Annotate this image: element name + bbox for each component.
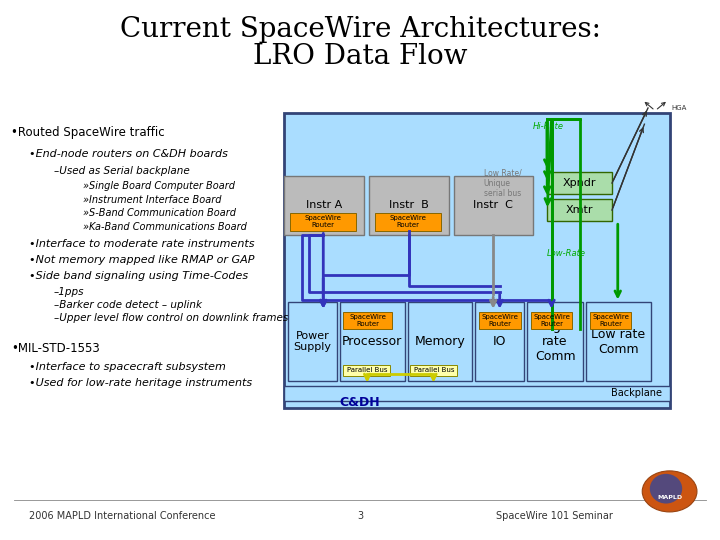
Text: •Interface to moderate rate instruments: •Interface to moderate rate instruments [29,239,254,249]
FancyBboxPatch shape [590,312,631,329]
Text: »S-Band Communication Board: »S-Band Communication Board [83,208,236,218]
Text: Parallel Bus: Parallel Bus [346,367,387,374]
FancyBboxPatch shape [408,302,472,381]
FancyBboxPatch shape [343,364,390,376]
Text: Instr  B: Instr B [389,200,429,210]
Text: »Instrument Interface Board: »Instrument Interface Board [83,195,221,205]
FancyBboxPatch shape [527,302,583,381]
FancyBboxPatch shape [284,176,364,235]
FancyBboxPatch shape [290,213,356,231]
FancyBboxPatch shape [531,312,572,329]
Text: –Used as Serial backplane: –Used as Serial backplane [54,166,190,176]
Text: Low rate
Comm: Low rate Comm [591,328,646,355]
Text: High
rate
Comm: High rate Comm [535,320,575,363]
Text: –1pps: –1pps [54,287,84,296]
FancyBboxPatch shape [547,172,612,194]
Text: Processor: Processor [342,335,402,348]
Text: Instr  C: Instr C [473,200,513,210]
Text: SpaceWire 101 Seminar: SpaceWire 101 Seminar [496,511,613,521]
Text: •Not memory mapped like RMAP or GAP: •Not memory mapped like RMAP or GAP [29,255,254,265]
Text: •Routed SpaceWire traffic: •Routed SpaceWire traffic [11,126,164,139]
Text: »Single Board Computer Board: »Single Board Computer Board [83,181,235,191]
Text: Xpndr: Xpndr [563,178,596,188]
FancyBboxPatch shape [586,302,651,381]
Text: •Interface to spacecraft subsystem: •Interface to spacecraft subsystem [29,362,225,372]
FancyBboxPatch shape [454,176,533,235]
Text: IO: IO [493,335,506,348]
Text: C&DH: C&DH [340,396,380,409]
FancyBboxPatch shape [284,113,670,408]
Ellipse shape [649,474,683,503]
Text: SpaceWire
Router: SpaceWire Router [481,314,518,327]
Text: 3: 3 [357,511,363,521]
Text: MAPLD: MAPLD [657,495,682,501]
Text: SpaceWire
Router: SpaceWire Router [305,215,342,228]
FancyBboxPatch shape [475,302,524,381]
Text: Low-Rate: Low-Rate [547,249,586,258]
Text: Xmtr: Xmtr [566,205,593,215]
Text: Current SpaceWire Architectures:: Current SpaceWire Architectures: [120,16,600,43]
FancyBboxPatch shape [479,312,521,329]
Text: •Side band signaling using Time-Codes: •Side band signaling using Time-Codes [29,272,248,281]
Text: SpaceWire
Router: SpaceWire Router [349,314,387,327]
FancyBboxPatch shape [284,386,670,401]
FancyBboxPatch shape [547,199,612,221]
FancyBboxPatch shape [288,302,337,381]
Text: HGA: HGA [671,105,686,111]
Text: LRO Data Flow: LRO Data Flow [253,43,467,70]
Text: Parallel Bus: Parallel Bus [413,367,454,374]
Text: •MIL-STD-1553: •MIL-STD-1553 [11,342,99,355]
Text: –Upper level flow control on downlink frames: –Upper level flow control on downlink fr… [54,313,288,322]
Text: Low Rate/
Unique
serial bus: Low Rate/ Unique serial bus [484,168,521,199]
Text: •End-node routers on C&DH boards: •End-node routers on C&DH boards [29,149,228,159]
Text: •Used for low-rate heritage instruments: •Used for low-rate heritage instruments [29,379,252,388]
Text: Backplane: Backplane [611,388,662,398]
FancyBboxPatch shape [410,364,457,376]
Text: Memory: Memory [415,335,465,348]
FancyBboxPatch shape [343,312,392,329]
Text: »Ka-Band Communications Board: »Ka-Band Communications Board [83,222,247,232]
FancyBboxPatch shape [340,302,405,381]
FancyBboxPatch shape [369,176,449,235]
FancyBboxPatch shape [375,213,441,231]
Text: Power
Supply: Power Supply [294,330,331,353]
Text: SpaceWire
Router: SpaceWire Router [592,314,629,327]
Text: Instr A: Instr A [306,200,342,210]
Text: Hi-Rate: Hi-Rate [533,123,564,131]
Text: SpaceWire
Router: SpaceWire Router [390,215,427,228]
Text: SpaceWire
Router: SpaceWire Router [533,314,570,327]
Circle shape [642,471,697,512]
Text: –Barker code detect – uplink: –Barker code detect – uplink [54,300,202,309]
Text: 2006 MAPLD International Conference: 2006 MAPLD International Conference [29,511,216,521]
